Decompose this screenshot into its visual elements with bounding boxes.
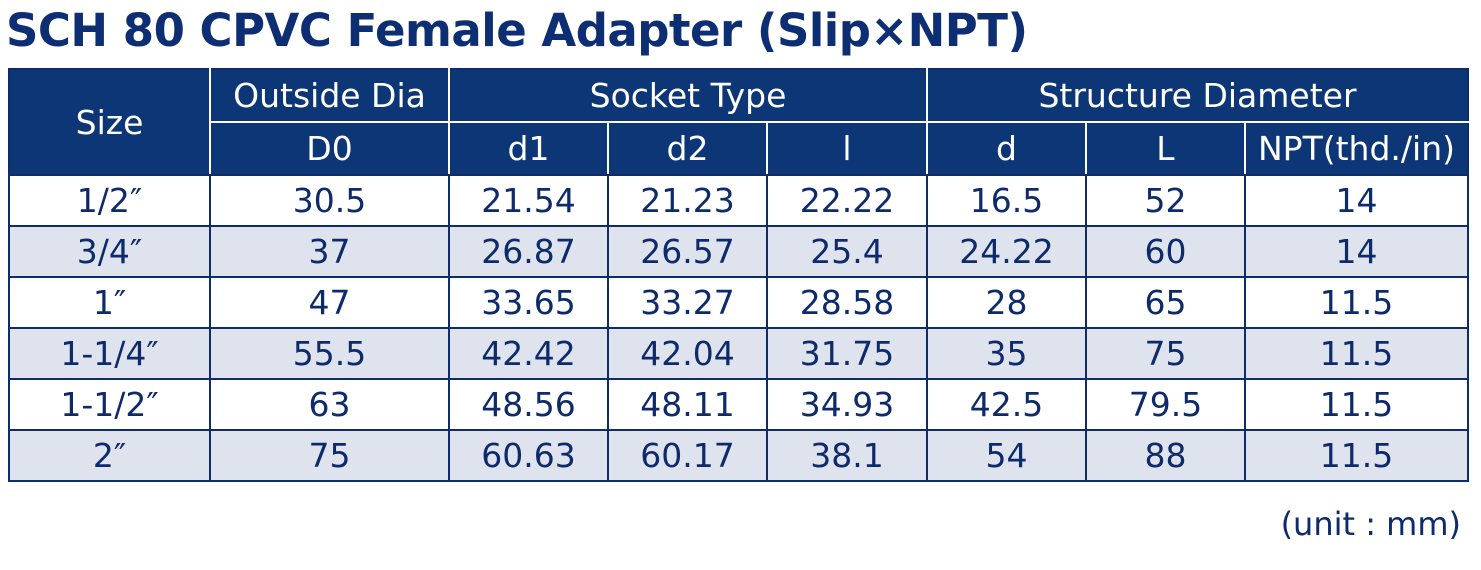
cell-npt: 14: [1244, 225, 1469, 278]
cell-size: 1-1/2″: [8, 378, 211, 431]
cell-size: 3/4″: [8, 225, 211, 278]
cell-npt: 11.5: [1244, 378, 1469, 431]
cell-l: 28.58: [766, 276, 928, 329]
cell-d1: 26.87: [448, 225, 609, 278]
unit-note: (unit : mm): [1280, 505, 1461, 543]
cell-L: 88: [1085, 429, 1246, 482]
cell-d1: 48.56: [448, 378, 609, 431]
cell-size: 1″: [8, 276, 211, 329]
cell-d0: 47: [209, 276, 450, 329]
cell-npt: 11.5: [1244, 327, 1469, 380]
cell-npt: 11.5: [1244, 429, 1469, 482]
cell-l: 31.75: [766, 327, 928, 380]
cell-size: 2″: [8, 429, 211, 482]
header-d1: d1: [448, 121, 609, 176]
cell-L: 75: [1085, 327, 1246, 380]
cell-L: 60: [1085, 225, 1246, 278]
table-row: 1/2″ 30.5 21.54 21.23 22.22 16.5 52 14: [8, 174, 1469, 227]
header-outside-dia: Outside Dia: [209, 68, 450, 123]
header-d: d: [926, 121, 1087, 176]
cell-d0: 75: [209, 429, 450, 482]
cell-l: 22.22: [766, 174, 928, 227]
cell-l: 25.4: [766, 225, 928, 278]
cell-npt: 11.5: [1244, 276, 1469, 329]
cell-d0: 37: [209, 225, 450, 278]
cell-d2: 48.11: [607, 378, 768, 431]
cell-d: 42.5: [926, 378, 1087, 431]
cell-d0: 55.5: [209, 327, 450, 380]
cell-size: 1/2″: [8, 174, 211, 227]
cell-d2: 42.04: [607, 327, 768, 380]
cell-L: 79.5: [1085, 378, 1246, 431]
header-row-sub: D0 d1 d2 l d L NPT(thd./in): [9, 121, 1469, 176]
header-socket-type: Socket Type: [448, 68, 928, 123]
header-d0: D0: [209, 121, 450, 176]
cell-L: 52: [1085, 174, 1246, 227]
cell-d2: 26.57: [607, 225, 768, 278]
cell-d: 28: [926, 276, 1087, 329]
table-row: 3/4″ 37 26.87 26.57 25.4 24.22 60 14: [8, 225, 1469, 278]
header-l-socket: l: [766, 121, 928, 176]
cell-size: 1-1/4″: [8, 327, 211, 380]
cell-L: 65: [1085, 276, 1246, 329]
cell-d: 24.22: [926, 225, 1087, 278]
cell-d0: 30.5: [209, 174, 450, 227]
cell-d1: 33.65: [448, 276, 609, 329]
cell-d2: 60.17: [607, 429, 768, 482]
header-row-group: Size Outside Dia Socket Type Structure D…: [8, 68, 1469, 176]
cell-d: 54: [926, 429, 1087, 482]
header-d2: d2: [607, 121, 768, 176]
cell-d1: 60.63: [448, 429, 609, 482]
table-row: 1-1/4″ 55.5 42.42 42.04 31.75 35 75 11.5: [8, 327, 1469, 380]
cell-d: 35: [926, 327, 1087, 380]
cell-d1: 21.54: [448, 174, 609, 227]
spec-table: Size Outside Dia Socket Type Structure D…: [8, 68, 1469, 482]
table-row: 2″ 75 60.63 60.17 38.1 54 88 11.5: [8, 429, 1469, 482]
table-row: 1-1/2″ 63 48.56 48.11 34.93 42.5 79.5 11…: [8, 378, 1469, 431]
table-row: 1″ 47 33.65 33.27 28.58 28 65 11.5: [8, 276, 1469, 329]
cell-l: 34.93: [766, 378, 928, 431]
page-title: SCH 80 CPVC Female Adapter (Slip×NPT): [6, 4, 1028, 57]
cell-d1: 42.42: [448, 327, 609, 380]
cell-d2: 33.27: [607, 276, 768, 329]
header-size: Size: [8, 68, 211, 176]
header-npt: NPT(thd./in): [1244, 121, 1469, 176]
cell-d: 16.5: [926, 174, 1087, 227]
cell-l: 38.1: [766, 429, 928, 482]
header-L: L: [1085, 121, 1246, 176]
header-structure-diameter: Structure Diameter: [926, 68, 1469, 123]
cell-d0: 63: [209, 378, 450, 431]
cell-npt: 14: [1244, 174, 1469, 227]
cell-d2: 21.23: [607, 174, 768, 227]
